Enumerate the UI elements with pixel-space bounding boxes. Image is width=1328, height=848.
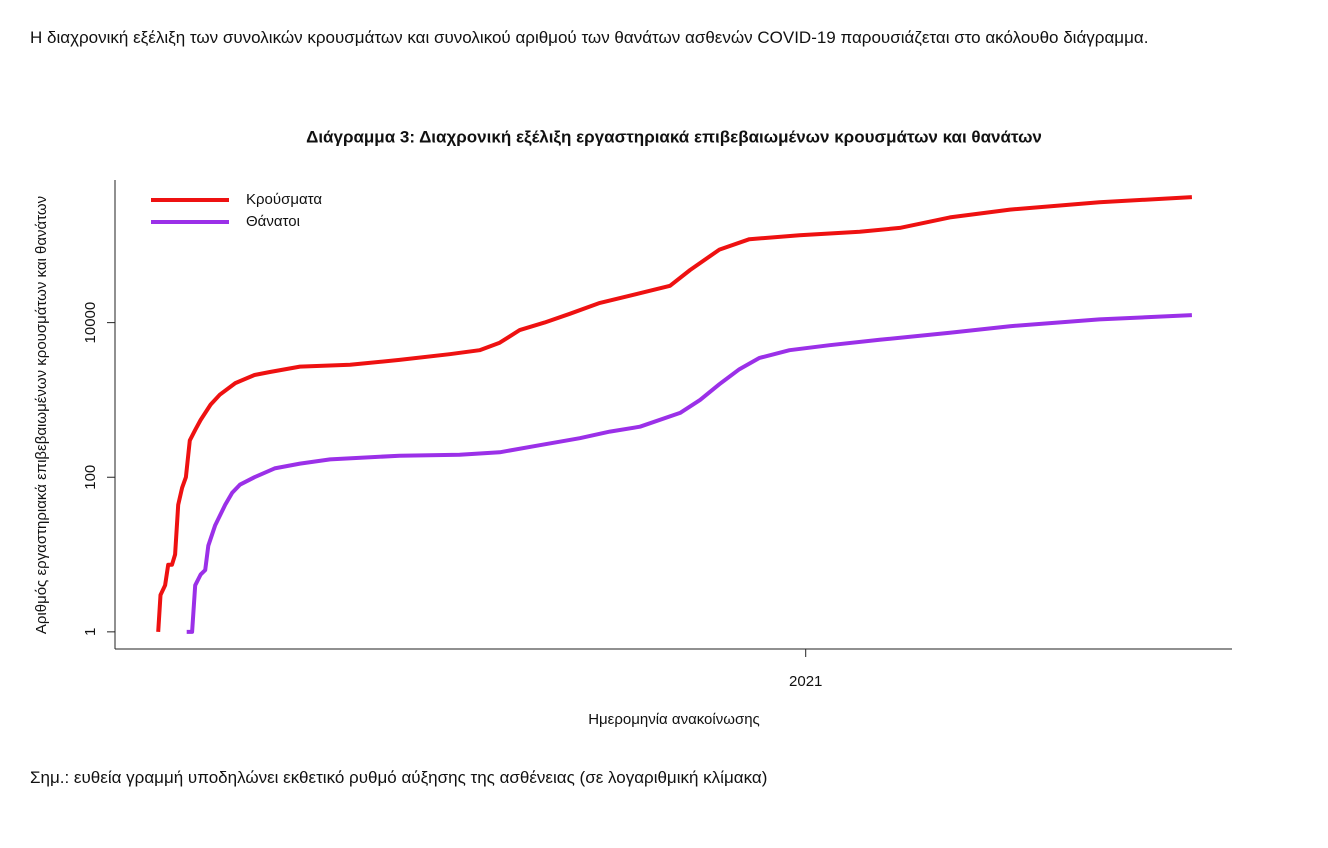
intro-text: Η διαχρονική εξέλιξη των συνολικών κρουσ… [30,28,1149,47]
chart-title: Διάγραμμα 3: Διαχρονική εξέλιξη εργαστηρ… [306,127,1042,146]
x-tick-label: 2021 [789,673,822,690]
y-tick-label: 10000 [82,302,99,344]
y-tick-label: 1 [82,628,99,636]
legend-label: Κρούσματα [246,191,322,208]
series-line [156,195,1193,633]
y-tick-label: 100 [82,465,99,490]
y-axis-label: Αριθμός εργαστηριακά επιβεβαιωμένων κρου… [33,196,50,634]
chart: Διάγραμμα 3: Διαχρονική εξέλιξη εργαστηρ… [33,127,1232,728]
x-axis-label: Ημερομηνία ανακοίνωσης [588,711,760,728]
note-text: Σημ.: ευθεία γραμμή υποδηλώνει εκθετικό … [30,768,768,787]
series-line [186,313,1192,634]
legend-label: Θάνατοι [246,213,300,230]
